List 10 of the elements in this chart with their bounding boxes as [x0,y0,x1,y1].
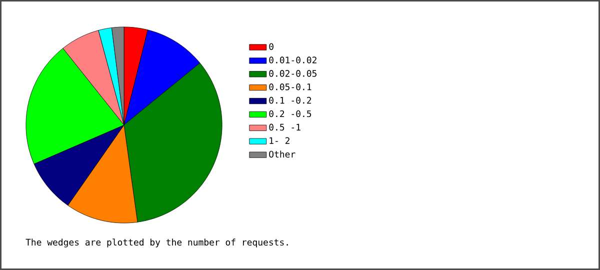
legend-label: 0.1 -0.2 [269,96,312,104]
legend-label: 0.01-0.02 [269,56,316,64]
text: The wedges are plotted by the number of requests. [26,238,288,248]
legend-label: 0.5 -1 [269,124,300,131]
legend-label: 1- 2 [270,137,290,144]
legend-label: 0.2 -0.5 [269,110,312,118]
legend-label: 0.05-0.1 [269,83,312,90]
legend-label: 0 [269,43,274,50]
legend-label: 0.02-0.05 [269,70,316,77]
legend-label: Other [269,150,296,158]
